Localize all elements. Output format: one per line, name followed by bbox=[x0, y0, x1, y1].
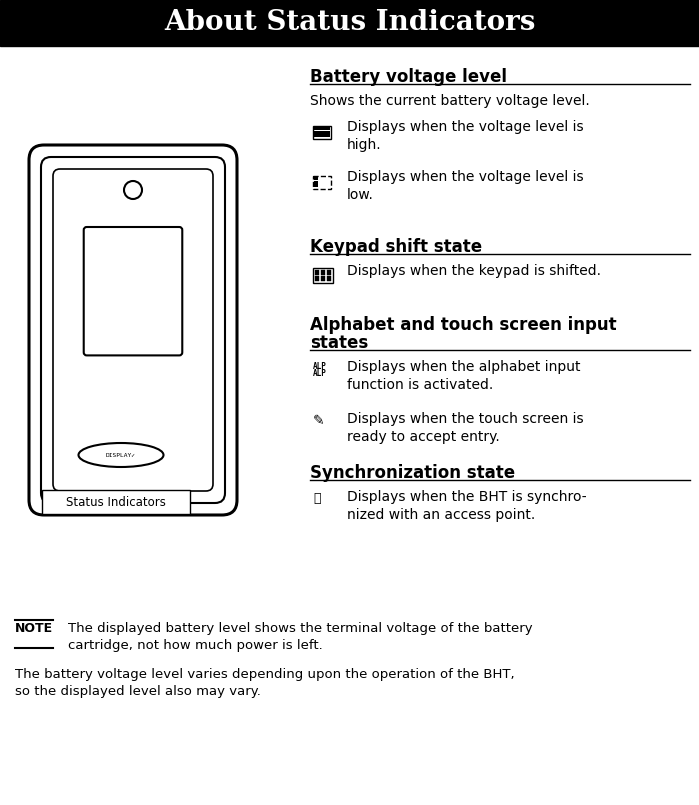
Bar bbox=[314, 180, 317, 184]
Text: DISPLAY✓: DISPLAY✓ bbox=[106, 452, 136, 457]
Text: Synchronization state: Synchronization state bbox=[310, 464, 515, 482]
Text: Battery voltage level: Battery voltage level bbox=[310, 68, 507, 86]
Bar bbox=[318, 134, 322, 138]
Text: About Status Indicators: About Status Indicators bbox=[164, 10, 535, 36]
Bar bbox=[322, 134, 326, 138]
Bar bbox=[326, 127, 329, 130]
Bar bbox=[313, 268, 333, 283]
Bar bbox=[0, 0, 699, 46]
Text: ALP: ALP bbox=[313, 369, 327, 378]
Ellipse shape bbox=[78, 443, 164, 467]
Text: The displayed battery level shows the terminal voltage of the battery
cartridge,: The displayed battery level shows the te… bbox=[68, 622, 533, 652]
Bar bbox=[314, 134, 317, 138]
Text: Status Indicators: Status Indicators bbox=[66, 496, 166, 509]
Text: Displays when the voltage level is
low.: Displays when the voltage level is low. bbox=[347, 170, 584, 202]
Text: Keypad shift state: Keypad shift state bbox=[310, 238, 482, 256]
FancyBboxPatch shape bbox=[84, 227, 182, 355]
Bar bbox=[321, 270, 324, 275]
Bar bbox=[326, 270, 331, 275]
Text: The battery voltage level varies depending upon the operation of the BHT,
so the: The battery voltage level varies dependi… bbox=[15, 668, 514, 698]
Bar bbox=[326, 276, 331, 281]
Text: ⭯: ⭯ bbox=[313, 492, 321, 505]
Bar bbox=[321, 276, 324, 281]
Text: Displays when the voltage level is
high.: Displays when the voltage level is high. bbox=[347, 120, 584, 152]
Text: Shows the current battery voltage level.: Shows the current battery voltage level. bbox=[310, 94, 590, 108]
Bar bbox=[314, 130, 317, 134]
Bar bbox=[313, 126, 331, 139]
Bar bbox=[326, 134, 329, 138]
Text: ✎: ✎ bbox=[313, 414, 324, 428]
Text: Displays when the BHT is synchro-
nized with an access point.: Displays when the BHT is synchro- nized … bbox=[347, 490, 586, 522]
FancyBboxPatch shape bbox=[41, 157, 225, 503]
Text: ALP: ALP bbox=[313, 362, 327, 371]
Bar bbox=[315, 276, 319, 281]
FancyBboxPatch shape bbox=[53, 169, 213, 491]
Bar bbox=[315, 270, 319, 275]
Bar bbox=[318, 127, 322, 130]
Text: states: states bbox=[310, 334, 368, 352]
Bar bbox=[42, 490, 190, 514]
Text: NOTE: NOTE bbox=[15, 622, 53, 635]
Bar bbox=[313, 176, 331, 189]
Bar bbox=[314, 184, 317, 188]
Bar bbox=[318, 130, 322, 134]
Text: Alphabet and touch screen input: Alphabet and touch screen input bbox=[310, 316, 617, 334]
Text: Displays when the keypad is shifted.: Displays when the keypad is shifted. bbox=[347, 264, 601, 278]
Bar bbox=[326, 130, 329, 134]
Text: Displays when the touch screen is
ready to accept entry.: Displays when the touch screen is ready … bbox=[347, 412, 584, 444]
Bar bbox=[322, 127, 326, 130]
Bar bbox=[314, 177, 317, 180]
Text: Displays when the alphabet input
function is activated.: Displays when the alphabet input functio… bbox=[347, 360, 580, 392]
Bar bbox=[314, 127, 317, 130]
FancyBboxPatch shape bbox=[29, 145, 237, 515]
Bar bbox=[322, 130, 326, 134]
